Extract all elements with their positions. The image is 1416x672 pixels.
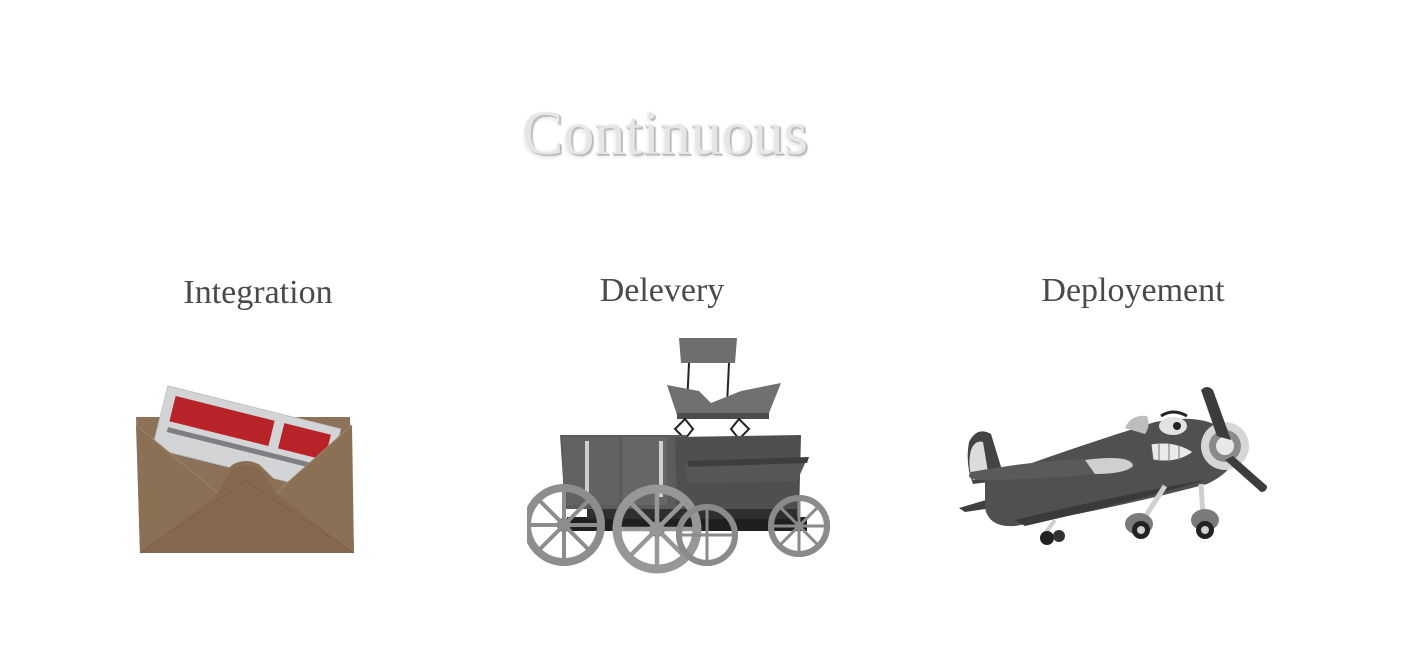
wagon-icon xyxy=(527,338,830,574)
stage-label-integration: Integration xyxy=(183,274,333,311)
stage-label-deployment: Deployement xyxy=(1041,272,1225,309)
airplane-icon xyxy=(959,387,1267,545)
slide-title: Continuous xyxy=(522,100,808,168)
stage-label-delivery: Delevery xyxy=(599,272,725,309)
envelope-icon xyxy=(135,385,355,554)
